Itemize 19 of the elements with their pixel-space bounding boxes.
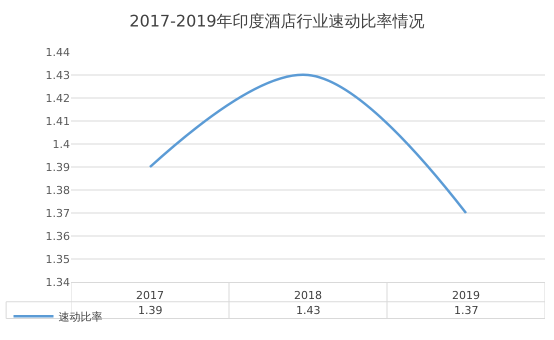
data-label: 1.39	[138, 304, 162, 317]
y-tick-label: 1.38	[46, 184, 70, 197]
data-label: 1.43	[296, 304, 320, 317]
y-tick-label: 1.4	[52, 138, 70, 151]
y-tick-label: 1.34	[46, 276, 70, 289]
y-tick-label: 1.44	[46, 46, 70, 59]
y-tick-label: 1.43	[46, 68, 70, 82]
y-tick-label: 1.35	[46, 252, 70, 266]
y-tick-label: 1.39	[46, 160, 70, 174]
legend-label: 速动比率	[58, 310, 103, 324]
y-tick-label: 1.41	[46, 114, 70, 128]
data-label: 1.37	[454, 304, 478, 317]
x-tick-label: 2019	[452, 289, 480, 302]
chart-title: 2017-2019年印度酒店行业速动比率情况	[129, 12, 425, 30]
y-tick-label: 1.37	[46, 206, 70, 220]
x-tick-label: 2018	[294, 289, 322, 302]
y-tick-label: 1.42	[46, 92, 70, 105]
x-tick-label: 2017	[136, 289, 164, 302]
y-tick-label: 1.36	[46, 230, 70, 243]
